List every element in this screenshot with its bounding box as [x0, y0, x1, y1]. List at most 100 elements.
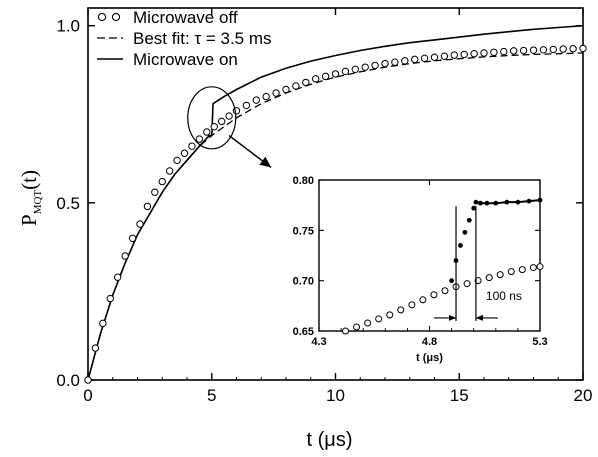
- inset-microwave-off-point: [419, 296, 427, 304]
- series-microwave-off-point: [361, 63, 369, 71]
- inset-microwave-on-point: [466, 217, 472, 223]
- inset-microwave-off-point: [496, 271, 504, 279]
- inset-microwave-off-point: [507, 268, 515, 276]
- series-microwave-off-point: [143, 202, 152, 211]
- series-microwave-off-point: [440, 52, 449, 60]
- series-microwave-off-point: [430, 53, 439, 61]
- series-microwave-off-point: [195, 135, 204, 143]
- series-microwave-off-point: [549, 45, 557, 54]
- series-microwave-off-point: [450, 51, 458, 59]
- interval-arrow-right-head: [475, 314, 483, 321]
- inset-microwave-on-point: [458, 243, 463, 248]
- inset-y-tick-label: 0.75: [293, 225, 314, 237]
- main-chart: 0 5 10 15 20 0.0 0.5 1.0 t (μs) PMQT(t) Microwave …: [17, 7, 593, 451]
- inset-microwave-off-point: [518, 266, 526, 274]
- series-microwave-off-point: [217, 117, 226, 126]
- main-x-tick-label: 10: [326, 386, 345, 405]
- series-microwave-off-point: [151, 188, 159, 196]
- series-microwave-off-point: [292, 82, 300, 90]
- series-microwave-off-point: [180, 149, 189, 157]
- main-x-tick-label: 0: [83, 386, 92, 405]
- series-microwave-off-point: [490, 48, 498, 56]
- main-x-axis-label: t (μs): [307, 429, 353, 451]
- legend-label: Microwave off: [133, 8, 238, 27]
- zoom-region-ellipse: [187, 86, 237, 150]
- inset-microwave-on-point: [462, 229, 468, 235]
- series-microwave-off-point: [252, 96, 260, 104]
- series-microwave-off-point: [371, 61, 379, 70]
- inset-microwave-on-point: [449, 278, 454, 284]
- series-microwave-off-point: [569, 45, 577, 53]
- inset-microwave-off-point: [441, 287, 449, 295]
- series-microwave-off-point: [188, 142, 196, 150]
- inset-x-tick-label: 4.8: [422, 336, 437, 348]
- interval-arrow-left-head: [449, 314, 457, 321]
- inset-microwave-on-point: [471, 205, 477, 211]
- legend-marker-circle: [97, 12, 107, 22]
- series-microwave-off-point: [114, 273, 122, 281]
- inset-microwave-off-point: [408, 301, 416, 309]
- main-y-axis-label: PMQT(t): [17, 170, 44, 226]
- inset-x-tick-label: 4.3: [311, 336, 326, 348]
- main-y-tick-label: 0.0: [56, 371, 80, 390]
- inset-microwave-off-point: [364, 319, 372, 327]
- y-label-subscript: MQT: [32, 190, 44, 215]
- series-microwave-off-point: [480, 49, 488, 57]
- series-microwave-off-point: [173, 156, 181, 165]
- interval-annotation-label: 100 ns: [486, 289, 522, 303]
- series-microwave-off-point: [331, 70, 340, 78]
- series-microwave-off-point: [225, 112, 233, 120]
- zoom-arrow-head: [259, 156, 272, 168]
- series-microwave-off-point: [420, 54, 429, 63]
- inset-microwave-off-point: [536, 263, 544, 271]
- inset-x-tick-label: 5.3: [532, 336, 547, 348]
- series-microwave-off-point: [106, 294, 114, 303]
- series-microwave-off-point: [510, 47, 518, 55]
- series-microwave-off-point: [321, 72, 330, 81]
- series-microwave-off-point: [539, 46, 548, 54]
- y-label-p: P: [17, 214, 41, 226]
- main-y-tick-label: 0.5: [56, 194, 80, 213]
- inset-y-tick-label: 0.65: [293, 326, 314, 338]
- series-microwave-off-point: [136, 220, 144, 228]
- series-microwave-off-point: [210, 122, 218, 131]
- inset-chart: 4.3 4.8 5.3 0.65 0.70 0.75 0.80 t (μs) 100 ns: [275, 170, 554, 373]
- series-microwave-off-point: [203, 128, 211, 136]
- series-microwave-off-point: [312, 75, 320, 83]
- main-x-tick-label: 20: [574, 386, 593, 405]
- series-microwave-off-point: [519, 46, 528, 55]
- main-y-tick-label: 1.0: [56, 17, 80, 36]
- series-microwave-off-point: [351, 65, 359, 73]
- main-x-tick-label: 5: [207, 386, 216, 405]
- series-microwave-off-point: [500, 47, 508, 56]
- series-microwave-off-point: [282, 85, 290, 94]
- inset-microwave-off-point: [375, 315, 383, 323]
- inset-microwave-off-point: [474, 277, 482, 285]
- series-microwave-off-point: [158, 177, 166, 186]
- series-microwave-off-point: [381, 59, 389, 68]
- series-microwave-off-point: [242, 101, 251, 110]
- series-microwave-off-point: [99, 319, 107, 328]
- series-microwave-off-point: [165, 167, 174, 175]
- series-microwave-off-point: [262, 92, 270, 101]
- inset-microwave-off-point: [463, 280, 471, 288]
- series-microwave-off-point: [579, 44, 587, 53]
- inset-x-axis-label: t (μs): [416, 352, 443, 364]
- inset-microwave-off-point: [353, 323, 361, 331]
- inset-microwave-on-plateau: [475, 199, 541, 205]
- main-x-tick-label: 15: [450, 386, 469, 405]
- inset-microwave-off-point: [386, 311, 394, 319]
- inset-microwave-off-point: [430, 291, 438, 299]
- inset-microwave-off-point: [397, 306, 405, 314]
- series-microwave-off-point: [272, 89, 280, 97]
- series-microwave-off-point: [460, 50, 468, 59]
- series-microwave-off-point: [121, 252, 129, 260]
- series-microwave-off-point: [84, 376, 92, 384]
- y-label-suffix: (t): [17, 170, 41, 190]
- series-microwave-off-point: [401, 57, 409, 65]
- legend-marker-circle: [111, 12, 121, 22]
- inset-y-tick-label: 0.70: [293, 276, 314, 288]
- series-microwave-off-point: [411, 55, 419, 64]
- series-microwave-off-point: [470, 50, 478, 58]
